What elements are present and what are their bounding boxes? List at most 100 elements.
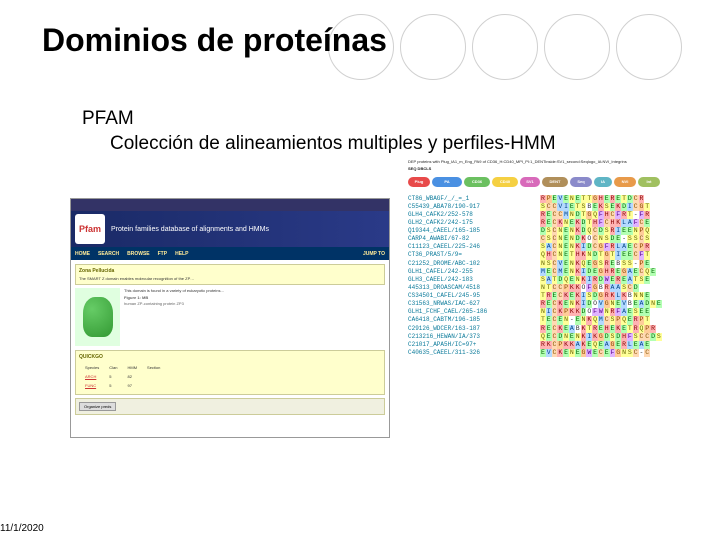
- sequence-residues: TECEN-ENKQMCSPQERPT: [540, 316, 650, 324]
- protein-figure: [75, 288, 120, 346]
- organize-button[interactable]: Organize preds: [79, 402, 116, 411]
- sequence-residues: MECMENKIDEGHREGAECQE: [540, 268, 656, 276]
- sequence-id: C21252_DROME/ABC-102: [408, 260, 540, 268]
- sequence-residues: RECKEABKTREHEKETRQPR: [540, 325, 656, 333]
- col-section: Section: [143, 364, 164, 371]
- sequence-residues: SATDQENKIRDWEREATSE: [540, 276, 650, 284]
- sequence-residues: NSCVENKQEGSREBSS-PE: [540, 260, 650, 268]
- sequence-residues: RECCMNDTGQFHCFRT-FR: [540, 211, 650, 219]
- domain-cd40: CD40: [492, 177, 518, 187]
- pfam-body: Zona Pellucida The SMART Z domain enable…: [71, 260, 389, 422]
- alignment-row: Q19344_CAEEL/165-185DSCNENKDQCDSRIEENPQ: [408, 227, 698, 235]
- sequence-id: C29126_WDCER/163-187: [408, 325, 540, 333]
- domains-header: DEP proteins with Plug_IA1_m_Eng_PA9 of …: [408, 160, 698, 165]
- sequence-residues: QECDNENKIKGDSDHFSCCDS: [540, 333, 662, 341]
- sequence-residues: RECKNEKDTHFCHKLAFCE: [540, 219, 650, 227]
- sequence-residues: EVCKENEGWECEFGNSC-C: [540, 349, 650, 357]
- domain-seq: Seq: [570, 177, 592, 187]
- domain-pa: PA: [432, 177, 462, 187]
- alignment-row: GLH3_CAEEL/242-183SATDQENKIRDWEREATSE: [408, 276, 698, 284]
- sequence-id: CT86_WBAGF/_/_=_1: [408, 195, 540, 203]
- pfam-logo: Pfam: [75, 214, 105, 244]
- menu-browse[interactable]: BROWSE: [127, 251, 150, 257]
- fig-sub: human ZP-containing protein ZP3: [75, 301, 385, 306]
- alignment-row: C11123_CAEEL/225-246SACNENKIDCGFRLAECPR: [408, 243, 698, 251]
- menu-jump[interactable]: JUMP TO: [363, 251, 385, 257]
- menu-help[interactable]: HELP: [175, 251, 188, 257]
- sequence-id: C31563_NRWAS/IAC-627: [408, 300, 540, 308]
- sequence-id: GLH4_CAFK2/252-578: [408, 211, 540, 219]
- col-species: Species: [81, 364, 103, 371]
- table-row: ARCH 5 82: [81, 373, 164, 380]
- menu-ftp[interactable]: FTP: [158, 251, 167, 257]
- slide-date: 11/1/2020: [0, 523, 44, 534]
- sequence-id: GLH2_CAFK2/242-175: [408, 219, 540, 227]
- alignment-row: CT36_PRAST/5/9=QHCNETHKNDTGTIEECFT: [408, 251, 698, 259]
- sequence-residues: QHCNETHKNDTGTIEECFT: [540, 251, 650, 259]
- table-header-row: Species Clan HMM Section: [81, 364, 164, 371]
- sequence-residues: RPEVENETTGHERETDCR: [540, 195, 644, 203]
- circle: [544, 14, 610, 80]
- table-cell: 82: [123, 373, 141, 380]
- sequence-id: C213216_HEWAN/IA/373: [408, 333, 540, 341]
- stats-table: Species Clan HMM Section ARCH 5 82 FUNC …: [79, 362, 166, 391]
- table-link[interactable]: FUNC: [85, 383, 96, 388]
- col-hmm: HMM: [123, 364, 141, 371]
- sequence-id: C11123_CAEEL/225-246: [408, 243, 540, 251]
- sequence-id: CT36_PRAST/5/9=: [408, 251, 540, 259]
- slide-title: Dominios de proteínas: [42, 22, 387, 59]
- sequence-id: C40635_CAEEL/311-326: [408, 349, 540, 357]
- sequence-id: C21017_APA5H/IC=97+: [408, 341, 540, 349]
- zona-section: Zona Pellucida The SMART Z domain enable…: [75, 264, 385, 285]
- alignment-screenshot: DEP proteins with Plug_IA1_m_Eng_PA9 of …: [408, 160, 698, 440]
- alignment-row: CARP4_AWABI/67-82CSCNENDKOCNSDE-SSCS: [408, 235, 698, 243]
- quickgo-section: QUICKGO Species Clan HMM Section ARCH 5 …: [75, 350, 385, 395]
- alignment-row: C55439_ABA78/190-917SCCVIETSBEKSEKDICGT: [408, 203, 698, 211]
- table-cell: 97: [123, 382, 141, 389]
- table-row: FUNC 5 97: [81, 382, 164, 389]
- alignment-row: C21252_DROME/ABC-102NSCVENKQEGSREBSS-PE: [408, 260, 698, 268]
- alignment-row: GLH1_CAFEL/242-255MECMENKIDEGHREGAECQE: [408, 268, 698, 276]
- sequence-id: 445313_DROASCAM/4518: [408, 284, 540, 292]
- figure-text: This domain is found in a variety of euk…: [75, 288, 385, 293]
- quickgo-heading: QUICKGO: [79, 354, 381, 360]
- sequence-residues: SCCVIETSBEKSEKDICGT: [540, 203, 650, 211]
- sequence-residues: CSCNENDKOCNSDE-SSCS: [540, 235, 650, 243]
- alignment-row: CA6418_CABTM/196-185TECEN-ENKQMCSPQERPT: [408, 316, 698, 324]
- alignment-row: GLH1_FCHF_CAEL/265-186NICKPKKDOFWNRFAESE…: [408, 308, 698, 316]
- alignment-row: C29126_WDCER/163-187RECKEABKTREHEKETRQPR: [408, 325, 698, 333]
- circle: [472, 14, 538, 80]
- sequence-id: GLH3_CAEEL/242-183: [408, 276, 540, 284]
- sequence-residues: RKCPKKAKEQEAGERLEAE: [540, 341, 650, 349]
- subtitle-description: Colección de alineamientos multiples y p…: [110, 133, 556, 155]
- domain-plug: Plug: [408, 177, 430, 187]
- table-cell: 5: [105, 382, 121, 389]
- alignment-row: C213216_HEWAN/IA/373QECDNENKIKGDSDHFSCCD…: [408, 333, 698, 341]
- domain-int: Int: [638, 177, 660, 187]
- sequence-id: CA6418_CABTM/196-185: [408, 316, 540, 324]
- menu-search[interactable]: SEARCH: [98, 251, 119, 257]
- domain-nvi: NVI: [614, 177, 636, 187]
- sequence-id: C55439_ABA78/190-917: [408, 203, 540, 211]
- table-link[interactable]: ARCH: [85, 374, 96, 379]
- sequence-id: GLH1_FCHF_CAEL/265-186: [408, 308, 540, 316]
- section-heading: Zona Pellucida: [79, 268, 381, 274]
- figure-block: This domain is found in a variety of euk…: [75, 288, 385, 346]
- banner-text: Protein families database of alignments …: [111, 226, 269, 233]
- domain-ia: IA: [594, 177, 612, 187]
- circle: [400, 14, 466, 80]
- button-section: Organize preds: [75, 398, 385, 415]
- pfam-website-screenshot: Pfam Protein families database of alignm…: [70, 198, 390, 438]
- section-text: The SMART Z domain enables molecular rec…: [79, 276, 381, 281]
- menu-home[interactable]: HOME: [75, 251, 90, 257]
- sequence-residues: NTCCPKKOFGBRAASCD: [540, 284, 639, 292]
- sequence-id: Q19344_CAEEL/165-185: [408, 227, 540, 235]
- sequence-residues: RECKENKIDOVGNEVBEADNE: [540, 300, 662, 308]
- pfam-banner: Pfam Protein families database of alignm…: [71, 211, 389, 247]
- col-clan: Clan: [105, 364, 121, 371]
- alignment-row: CS34501_CAFEL/245-95TRECKEKISDGRKLKBNNE: [408, 292, 698, 300]
- table-cell: 5: [105, 373, 121, 380]
- domain-cd36: CD36: [464, 177, 490, 187]
- sequence-residues: TRECKEKISDGRKLKBNNE: [540, 292, 650, 300]
- alignment-row: C40635_CAEEL/311-326EVCKENEGWECEFGNSC-C: [408, 349, 698, 357]
